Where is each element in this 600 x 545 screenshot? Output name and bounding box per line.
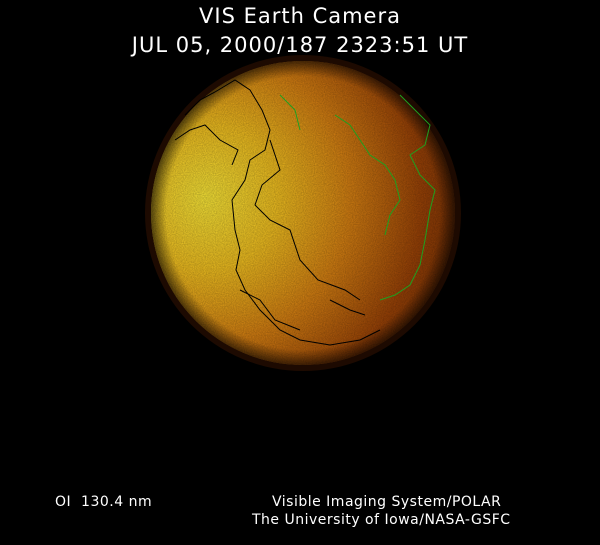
coastlines-day	[174, 79, 381, 346]
image-title: VIS Earth Camera	[199, 4, 401, 28]
institution-credit: The University of Iowa/NASA-GSFC	[252, 512, 511, 528]
observation-timestamp: JUL 05, 2000/187 2323:51 UT	[131, 33, 469, 57]
filter-wavelength: OI 130.4 nm	[55, 494, 153, 510]
instrument-credit: Visible Imaging System/POLAR	[272, 494, 502, 510]
earth-limb	[151, 61, 455, 365]
coastlines-night	[279, 94, 436, 301]
